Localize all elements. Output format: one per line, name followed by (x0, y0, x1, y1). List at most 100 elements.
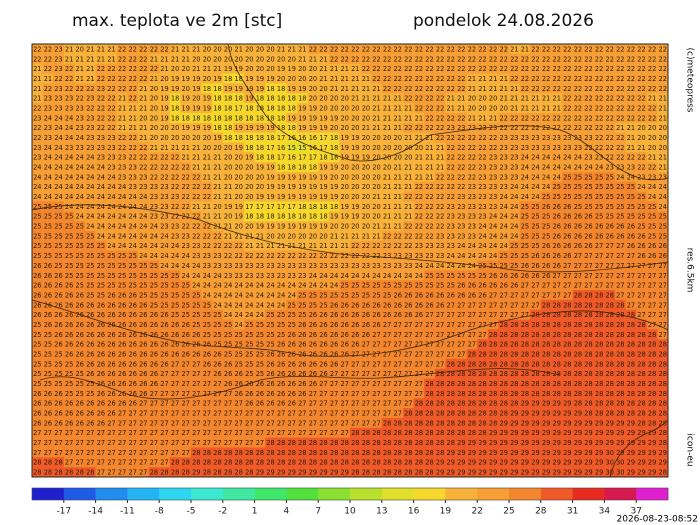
cell-fill (583, 83, 595, 94)
cell-fill (201, 122, 213, 133)
cell-value: 26 (288, 331, 296, 339)
cell-value: 29 (616, 429, 624, 437)
cell-fill (127, 417, 139, 429)
cell-value: 22 (309, 45, 317, 53)
cell-value: 25 (595, 173, 603, 181)
cell-value: 26 (330, 341, 338, 349)
cell-fill (116, 378, 128, 389)
cell-fill (625, 319, 637, 330)
cell-value: 26 (160, 360, 168, 368)
cell-value: 20 (362, 173, 370, 181)
cell-fill (74, 358, 86, 370)
cell-fill (646, 53, 658, 64)
cell-value: 25 (404, 282, 412, 290)
cell-fill (519, 53, 531, 64)
cell-value: 25 (54, 242, 62, 250)
cell-fill (498, 132, 510, 143)
cell-value: 26 (425, 291, 433, 299)
cell-fill (42, 201, 54, 212)
cell-value: 20 (288, 232, 296, 240)
cell-value: 24 (574, 154, 582, 162)
cell-value: 28 (425, 410, 433, 418)
cell-value: 24 (510, 183, 518, 191)
cell-fill (244, 93, 255, 104)
cell-value: 22 (97, 65, 105, 73)
cell-value: 23 (44, 104, 52, 112)
cell-fill (403, 142, 414, 153)
cell-value: 23 (44, 124, 52, 132)
cell-fill (487, 44, 499, 55)
cell-fill (318, 437, 330, 448)
cell-value: 19 (256, 124, 264, 132)
cell-fill (636, 63, 648, 74)
cell-fill (159, 73, 171, 84)
cell-fill (53, 319, 65, 330)
cell-value: 23 (553, 134, 561, 142)
cell-fill (487, 240, 499, 251)
cell-value: 22 (394, 55, 402, 63)
cell-fill (74, 417, 86, 429)
cell-fill (445, 368, 457, 379)
cell-fill (265, 53, 277, 64)
cell-value: 25 (256, 360, 264, 368)
cell-value: 26 (86, 301, 94, 309)
cell-fill (434, 368, 446, 379)
cell-fill (371, 299, 383, 311)
cell-value: 20 (256, 65, 264, 73)
cell-value: 16 (288, 154, 296, 162)
cell-fill (530, 417, 542, 429)
cell-fill (42, 191, 54, 202)
cell-fill (116, 309, 128, 320)
cell-value: 18 (330, 203, 338, 211)
cell-value: 28 (489, 331, 497, 339)
cell-fill (625, 152, 637, 163)
cell-fill (583, 191, 595, 202)
cell-fill (540, 417, 552, 429)
cell-fill (381, 240, 393, 251)
cell-fill (350, 83, 361, 94)
cell-fill (42, 162, 54, 173)
cell-fill (159, 171, 171, 183)
cell-fill (318, 388, 330, 399)
cell-value: 28 (616, 410, 624, 418)
cell-fill (32, 171, 43, 183)
cell-fill (392, 368, 404, 379)
cell-fill (339, 280, 351, 291)
cell-value: 28 (637, 370, 645, 378)
cell-fill (604, 329, 616, 340)
cell-fill (180, 122, 192, 133)
cell-fill (657, 378, 669, 389)
cell-value: 25 (616, 183, 624, 191)
cell-value: 23 (457, 213, 465, 221)
cell-fill (32, 299, 43, 311)
cell-fill (339, 103, 351, 114)
cell-fill (328, 290, 340, 301)
cell-fill (265, 181, 277, 192)
cell-fill (286, 171, 298, 183)
cell-value: 25 (288, 301, 296, 309)
cell-fill (116, 358, 128, 370)
cell-fill (477, 339, 489, 350)
cell-value: 21 (319, 65, 327, 73)
cell-value: 20 (478, 95, 486, 103)
cell-fill (487, 408, 499, 419)
cell-value: 20 (277, 55, 285, 63)
cell-value: 20 (372, 164, 380, 172)
cell-fill (85, 122, 96, 133)
cell-value: 25 (129, 272, 137, 280)
cell-value: 28 (319, 439, 327, 447)
cell-fill (487, 339, 499, 350)
cell-value: 29 (595, 419, 603, 427)
cell-fill (318, 171, 330, 183)
cell-value: 20 (150, 134, 158, 142)
cell-fill (551, 44, 563, 55)
cell-value: 25 (372, 291, 380, 299)
cell-value: 21 (330, 75, 338, 83)
cell-value: 23 (129, 164, 137, 172)
cell-value: 21 (362, 75, 370, 83)
cell-fill (434, 408, 446, 419)
cell-value: 26 (415, 311, 423, 319)
cell-value: 28 (563, 370, 571, 378)
cell-value: 25 (394, 282, 402, 290)
cell-fill (657, 221, 669, 232)
